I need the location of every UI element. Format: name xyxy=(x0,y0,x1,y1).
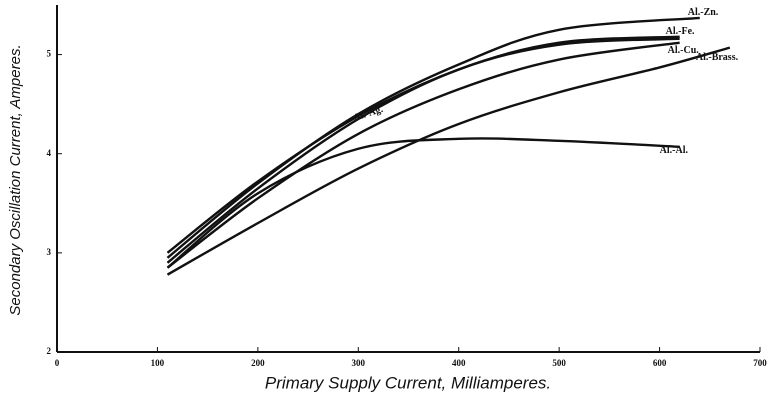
series-label: Al.-Ag. xyxy=(352,104,385,124)
x-tick-label: 400 xyxy=(452,358,466,368)
y-tick-label: 3 xyxy=(47,247,52,257)
series-label: Al.-Al. xyxy=(660,145,689,156)
y-tick-label: 5 xyxy=(47,49,52,59)
line xyxy=(166,37,680,264)
line xyxy=(166,35,680,254)
y-tick-label: 4 xyxy=(47,148,52,158)
series-label: Al.-Fe. xyxy=(666,26,695,37)
line xyxy=(166,16,700,259)
x-tick-label: 0 xyxy=(55,358,60,368)
series-label: Al.-Zn. xyxy=(688,7,719,18)
series-label: Al.-Brass. xyxy=(696,52,739,63)
line xyxy=(166,137,680,269)
line xyxy=(166,46,731,276)
x-tick-label: 600 xyxy=(653,358,667,368)
x-tick-label: 300 xyxy=(352,358,366,368)
line xyxy=(166,41,680,269)
y-tick-label: 2 xyxy=(47,346,52,356)
x-axis-label: Primary Supply Current, Milliamperes. xyxy=(265,373,551,392)
x-tick-label: 100 xyxy=(151,358,165,368)
series-label: Al.-Cu. xyxy=(668,45,700,56)
x-tick-label: 500 xyxy=(552,358,566,368)
x-tick-label: 700 xyxy=(753,358,767,368)
x-tick-label: 200 xyxy=(251,358,265,368)
y-axis-label: Secondary Oscillation Current, Amperes. xyxy=(7,44,24,315)
